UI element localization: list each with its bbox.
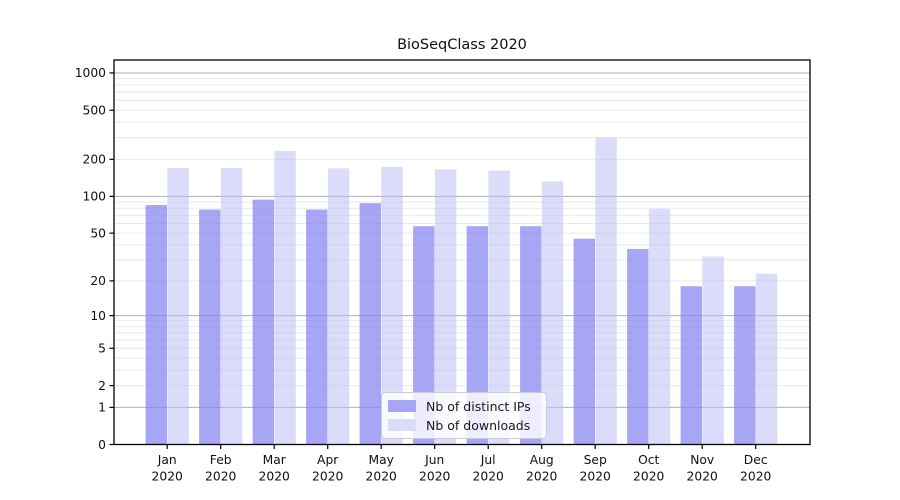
- legend-label-downloads: Nb of downloads: [426, 417, 531, 433]
- y-tick-label: 10: [90, 309, 106, 323]
- bar-ips-feb: [199, 209, 221, 445]
- x-tick-label-year: 2020: [633, 470, 664, 484]
- bar-downloads-jun: [434, 169, 457, 445]
- bar-ips-jan: [145, 205, 167, 445]
- y-tick-label: 0: [98, 438, 106, 452]
- x-tick-label-month: Aug: [530, 453, 554, 467]
- bar-downloads-may: [381, 166, 403, 445]
- bar-downloads-dec: [755, 273, 778, 445]
- x-tick-label-month: Apr: [317, 453, 339, 467]
- bar-ips-dec: [734, 286, 756, 445]
- x-tick-label-year: 2020: [473, 470, 504, 484]
- chart-title: BioSeqClass 2020: [397, 37, 527, 53]
- x-tick-label-month: Dec: [744, 453, 768, 467]
- legend-row-downloads: Nb of downloads: [388, 419, 546, 432]
- plot-frame: [113, 59, 811, 446]
- bar-ips-apr: [306, 209, 328, 445]
- x-tick-label-month: Jul: [480, 453, 496, 467]
- bar-downloads-jul: [488, 170, 510, 445]
- x-tick-label-month: Feb: [210, 453, 232, 467]
- x-tick-label-year: 2020: [259, 470, 290, 484]
- x-tick-label-month: Jan: [157, 453, 177, 467]
- x-tick-label-year: 2020: [419, 470, 450, 484]
- x-tick-label-month: Oct: [638, 453, 659, 467]
- legend-label-ips: Nb of distinct IPs: [426, 398, 531, 414]
- bar-ips-jun: [413, 226, 435, 445]
- y-tick-label: 5: [98, 342, 106, 356]
- x-tick-label-year: 2020: [687, 470, 718, 484]
- x-tick-label-year: 2020: [580, 470, 611, 484]
- bar-ips-oct: [627, 248, 649, 445]
- bar-downloads-sep: [595, 137, 617, 445]
- legend-swatch-downloads-icon: [388, 419, 416, 431]
- bar-downloads-aug: [541, 181, 564, 445]
- x-tick-label-year: 2020: [152, 470, 183, 484]
- x-tick-label-month: Mar: [263, 453, 287, 467]
- x-tick-label-month: Sep: [584, 453, 607, 467]
- bar-downloads-nov: [702, 256, 724, 445]
- bar-downloads-apr: [327, 168, 350, 445]
- legend-row-ips: Nb of distinct IPs: [388, 400, 546, 413]
- x-tick-label-month: May: [368, 453, 393, 467]
- y-tick-label: 50: [90, 226, 106, 240]
- y-tick-label: 100: [83, 190, 106, 204]
- x-tick-label-year: 2020: [205, 470, 236, 484]
- bar-downloads-feb: [220, 168, 243, 445]
- bar-ips-nov: [680, 286, 702, 445]
- bar-ips-sep: [573, 238, 595, 445]
- y-tick-label: 1000: [75, 66, 106, 80]
- y-tick-label: 1: [98, 401, 106, 415]
- legend-swatch-ips-icon: [388, 400, 416, 412]
- bar-ips-mar: [252, 199, 274, 445]
- x-tick-label-year: 2020: [366, 470, 397, 484]
- bar-ips-jul: [466, 226, 488, 445]
- y-tick-label: 200: [83, 153, 106, 167]
- x-tick-label-year: 2020: [312, 470, 343, 484]
- y-tick-label: 2: [98, 379, 106, 393]
- bar-downloads-mar: [274, 150, 296, 445]
- bar-downloads-oct: [648, 208, 671, 445]
- x-tick-label-year: 2020: [740, 470, 771, 484]
- bar-ips-may: [359, 203, 381, 445]
- y-tick-label: 20: [90, 274, 106, 288]
- y-tick-label: 500: [83, 103, 106, 117]
- legend: Nb of distinct IPs Nb of downloads: [381, 392, 547, 439]
- x-tick-label-month: Nov: [690, 453, 714, 467]
- bar-ips-aug: [520, 226, 542, 445]
- x-tick-label-month: Jun: [424, 453, 444, 467]
- bar-downloads-jan: [167, 168, 189, 445]
- x-tick-label-year: 2020: [526, 470, 557, 484]
